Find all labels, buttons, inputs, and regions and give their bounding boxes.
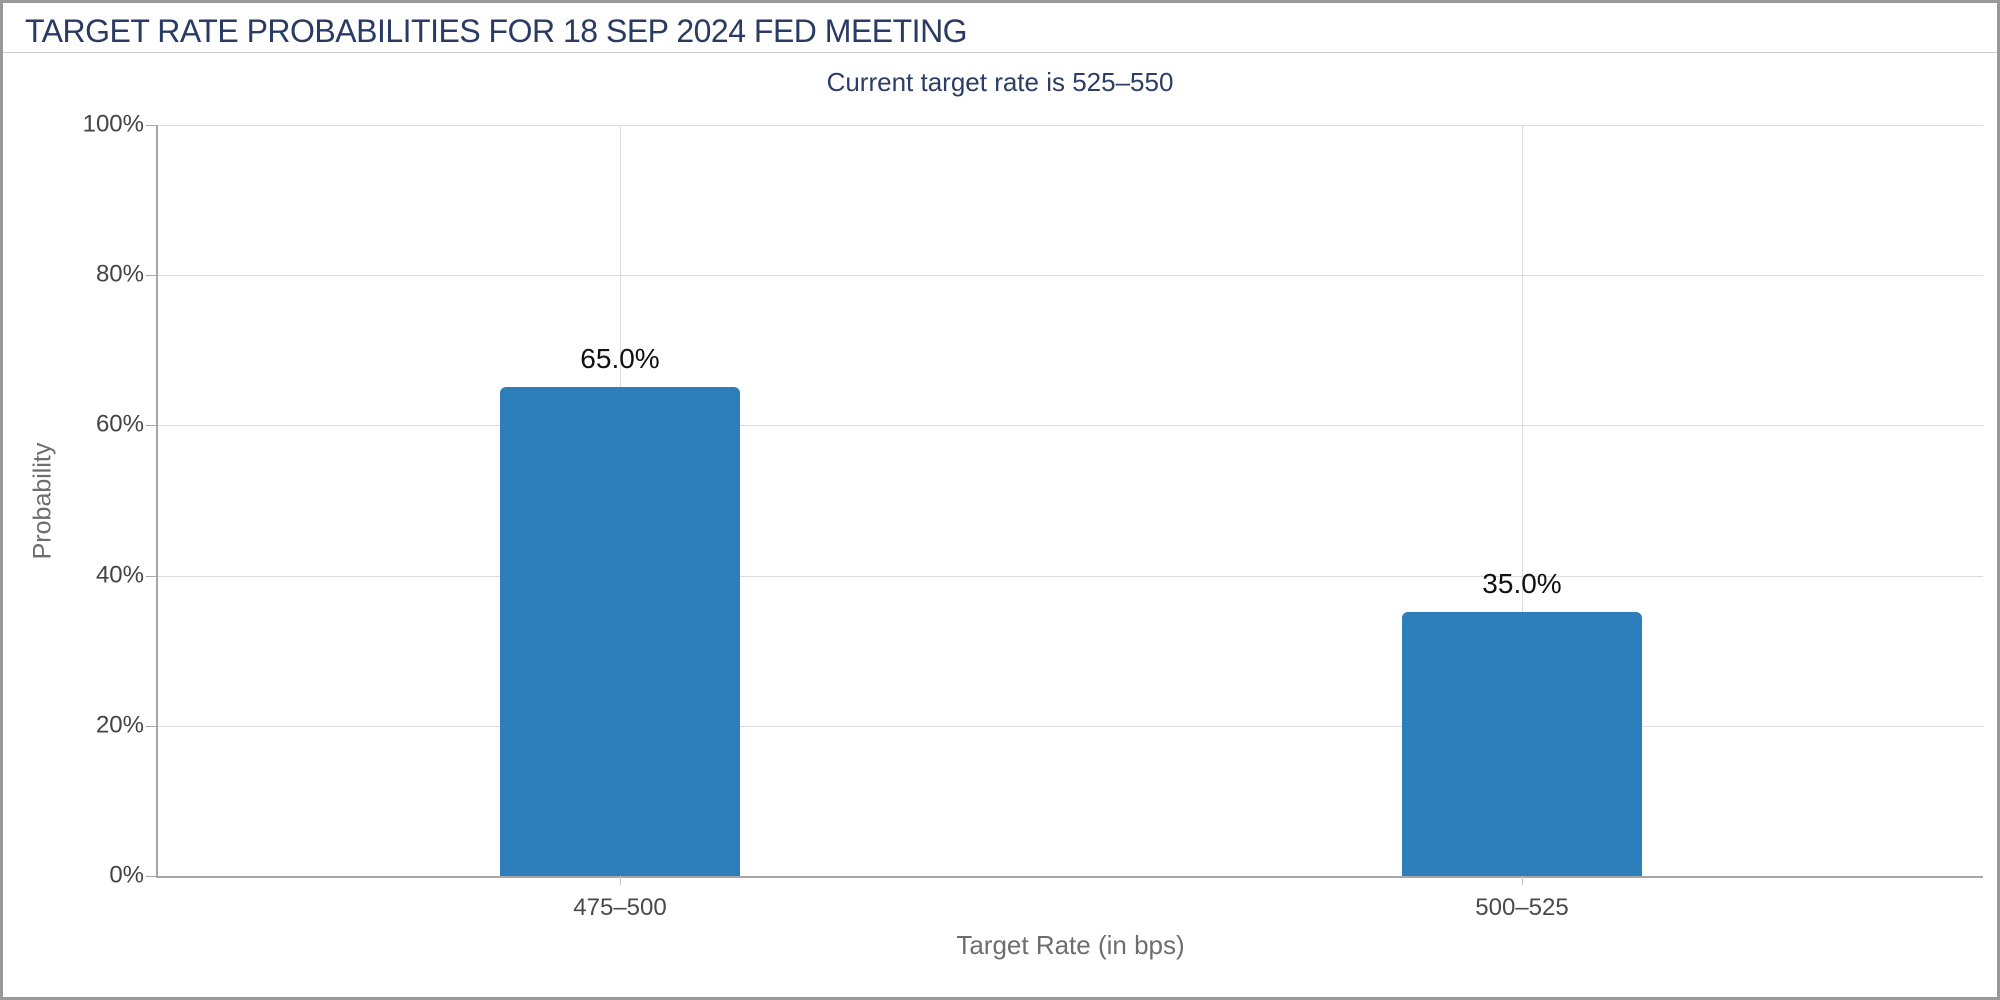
xtick-label-475-500: 475–500 bbox=[573, 894, 667, 921]
ytick-mark-80 bbox=[146, 275, 156, 277]
ytick-mark-60 bbox=[146, 425, 156, 427]
gridline-40 bbox=[158, 575, 1983, 577]
bar-group-475-500: 65.0% bbox=[500, 125, 740, 876]
plot-area: 100% 80% 60% 40% 20% 0% 65.0% 35.0% 475–… bbox=[83, 110, 1983, 960]
ytick-label-80: 80% bbox=[95, 260, 144, 288]
gridline-80 bbox=[158, 275, 1983, 277]
bar-500-525 bbox=[1402, 612, 1642, 876]
ytick-mark-40 bbox=[146, 575, 156, 577]
xtick-mark-1 bbox=[620, 876, 621, 885]
title-divider bbox=[3, 52, 1997, 53]
chart-subtitle: Current target rate is 525–550 bbox=[826, 67, 1174, 97]
xtick-label-500-525: 500–525 bbox=[1475, 894, 1569, 921]
ytick-mark-0 bbox=[146, 876, 156, 877]
ytick-label-40: 40% bbox=[95, 561, 144, 589]
ytick-mark-20 bbox=[146, 725, 156, 727]
y-axis-title: Probability bbox=[28, 442, 57, 560]
bar-group-500-525: 35.0% bbox=[1402, 125, 1642, 876]
gridline-20 bbox=[158, 725, 1983, 727]
x-axis-title: Target Rate (in bps) bbox=[956, 930, 1185, 960]
gridline-60 bbox=[158, 425, 1983, 427]
ytick-label-0: 0% bbox=[109, 861, 144, 889]
bar-475-500 bbox=[500, 386, 740, 876]
ytick-label-20: 20% bbox=[95, 711, 144, 739]
xtick-mark-2 bbox=[1522, 876, 1523, 885]
ytick-label-100: 100% bbox=[82, 110, 144, 138]
ytick-mark-100 bbox=[146, 125, 156, 126]
gridline-100 bbox=[158, 125, 1983, 126]
ytick-label-60: 60% bbox=[95, 410, 144, 438]
bar-value-label: 35.0% bbox=[1482, 568, 1562, 600]
page-title: TARGET RATE PROBABILITIES FOR 18 SEP 202… bbox=[25, 13, 968, 49]
gridline-cat-2 bbox=[1522, 125, 1523, 876]
bar-value-label: 65.0% bbox=[580, 342, 660, 374]
